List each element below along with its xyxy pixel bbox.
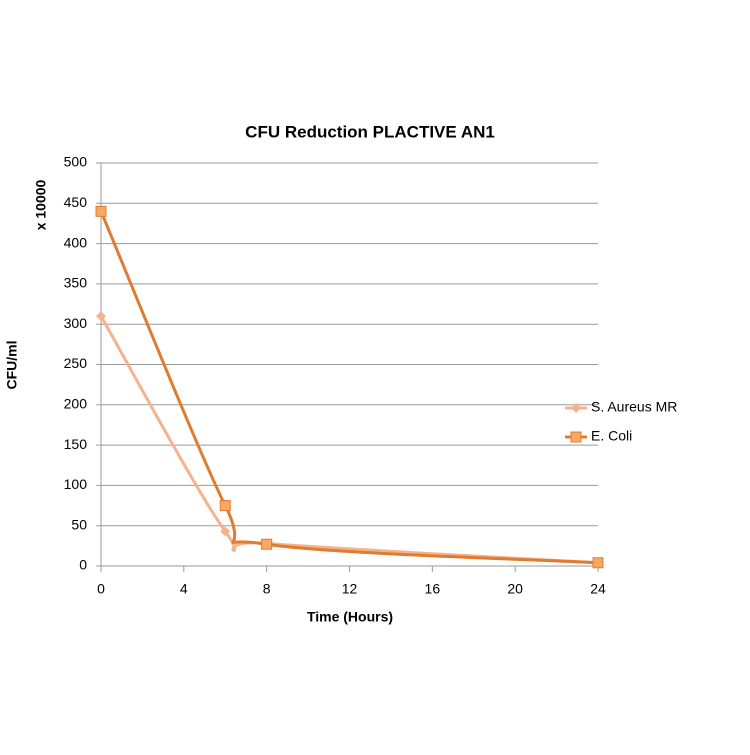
legend-label: E. Coli [591,428,632,444]
point-marker [261,538,273,550]
point-marker [220,526,231,537]
legend-marker [570,431,582,443]
legend-marker [571,403,581,413]
y-tick-label: 350 [64,275,88,291]
x-tick-label: 4 [180,581,188,597]
x-axis-title: Time (Hours) [307,609,393,625]
point-marker [96,311,106,322]
point-marker [95,205,107,217]
chart-title: CFU Reduction PLACTIVE AN1 [245,122,495,141]
point-marker [592,557,604,569]
series-line [99,210,599,565]
y-unit-label: x 10000 [33,179,49,230]
x-tick-label: 20 [507,581,523,597]
y-tick-label: 250 [64,355,88,371]
x-tick-label: 12 [342,581,358,597]
y-tick-label: 0 [79,557,87,573]
x-tick-label: 16 [425,581,441,597]
legend-label: S. Aureus MR [591,399,677,415]
y-tick-label: 450 [64,194,88,210]
y-axis-title: CFU/ml [4,341,20,390]
y-tick-label: 200 [64,396,88,412]
x-tick-label: 8 [263,581,271,597]
y-tick-label: 100 [64,476,88,492]
point-marker [219,500,231,512]
y-tick-label: 400 [64,234,88,250]
y-tick-label: 150 [64,436,88,452]
x-tick-label: 0 [97,581,105,597]
y-tick-label: 500 [64,154,88,170]
series-line [99,315,599,565]
y-tick-label: 300 [64,315,88,331]
y-tick-label: 50 [71,516,87,532]
x-tick-label: 24 [590,581,606,597]
